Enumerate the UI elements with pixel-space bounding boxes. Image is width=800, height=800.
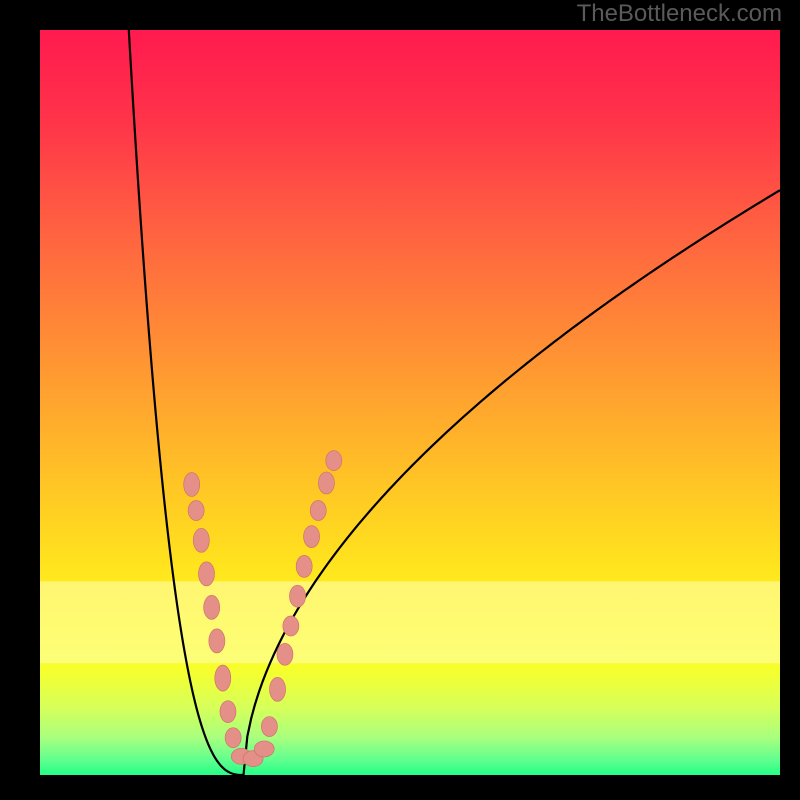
data-marker [188,501,204,521]
data-marker [326,451,342,471]
chart-container: TheBottleneck.com [0,0,800,800]
data-marker [204,595,220,619]
data-marker [184,472,200,496]
data-marker [261,717,277,737]
data-marker [225,728,241,748]
data-marker [215,665,231,691]
data-marker [193,528,209,552]
data-marker [254,741,274,757]
data-marker [290,585,306,607]
data-marker [199,562,215,586]
watermark-text: TheBottleneck.com [577,0,782,28]
plot-svg [40,30,780,775]
data-marker [318,472,334,494]
pale-horizontal-band [40,581,780,663]
data-marker [304,526,320,548]
watermark-label: TheBottleneck.com [577,0,782,27]
plot-area [40,30,780,775]
data-marker [296,555,312,577]
data-marker [277,643,293,665]
data-marker [283,616,299,636]
data-marker [310,501,326,521]
data-marker [220,701,236,723]
data-marker [270,677,286,701]
data-marker [209,629,225,653]
